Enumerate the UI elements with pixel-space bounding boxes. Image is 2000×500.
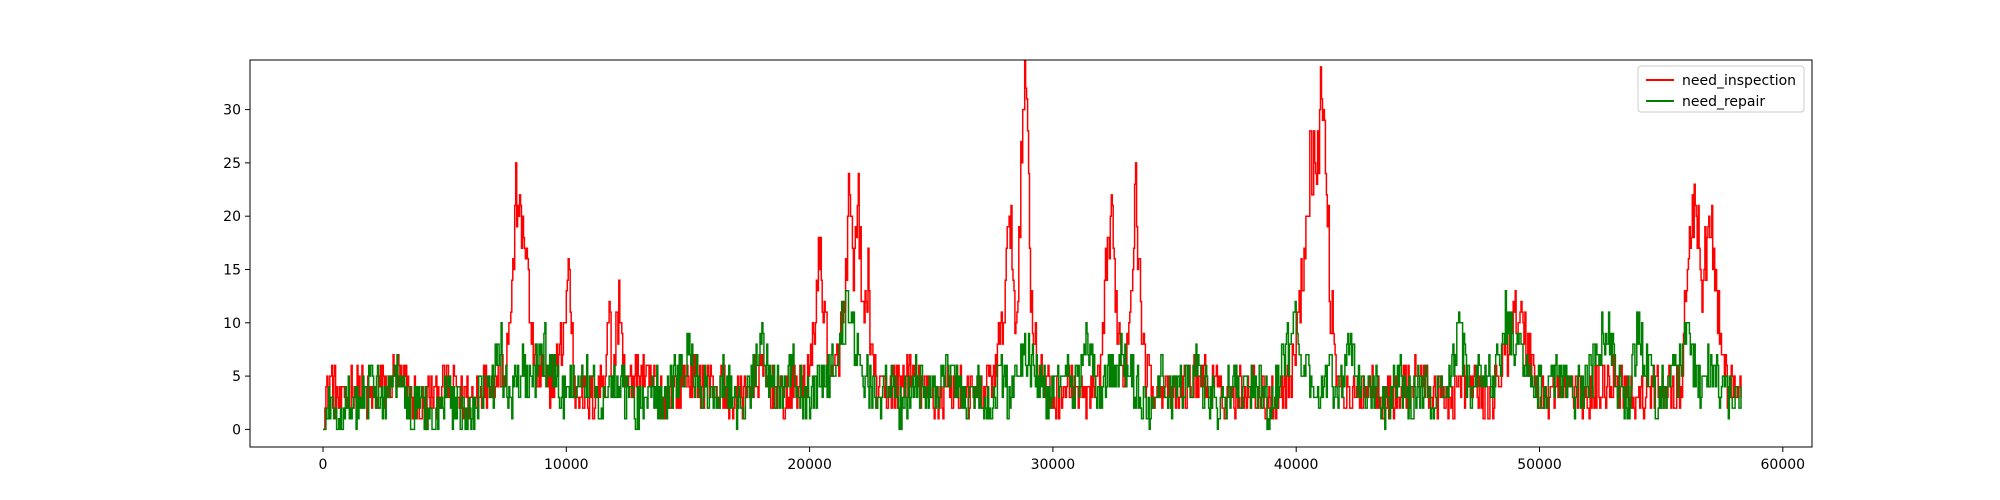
y-tick-label: 30 [223, 103, 241, 119]
y-tick-label: 20 [223, 209, 241, 225]
legend-label-need-repair: need_repair [1682, 94, 1765, 110]
x-tick-label: 10000 [544, 457, 589, 473]
y-tick-label: 25 [223, 156, 241, 172]
x-tick-label: 30000 [1031, 457, 1076, 473]
plot-area [323, 60, 1742, 431]
x-tick-label: 50000 [1517, 457, 1562, 473]
x-tick-label: 0 [319, 457, 328, 473]
axes-frame [249, 59, 1813, 448]
legend-label-need-inspection: need_inspection [1682, 73, 1796, 89]
x-tick-label: 20000 [787, 457, 832, 473]
y-tick-label: 5 [232, 369, 241, 385]
legend-box [1637, 65, 1805, 113]
axis-ticks: 0 10000 20000 30000 40000 50000 60000 0 5 10 15 20 2… [223, 103, 1805, 473]
x-tick-label: 60000 [1761, 457, 1806, 473]
y-tick-label: 15 [223, 262, 241, 278]
y-tick-label: 0 [232, 422, 241, 438]
legend: need_inspection need_repair [1637, 65, 1805, 113]
x-tick-label: 40000 [1274, 457, 1319, 473]
y-tick-label: 10 [223, 316, 241, 332]
series-line-need-repair [323, 290, 1742, 431]
